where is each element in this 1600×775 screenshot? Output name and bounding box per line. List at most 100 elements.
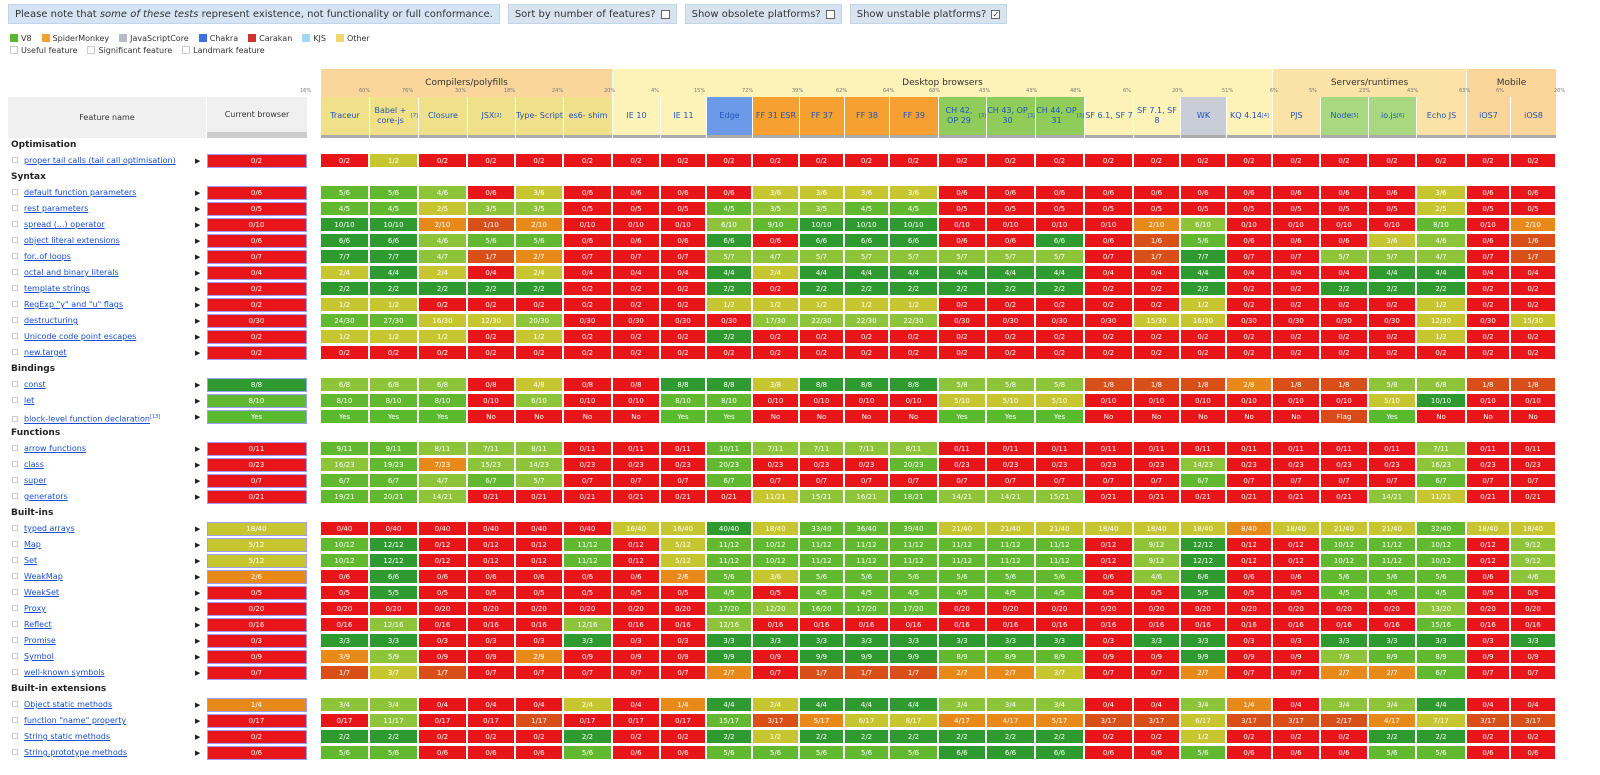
feature-link[interactable]: String.prototype methods bbox=[24, 748, 128, 757]
result-cell[interactable]: 0/4 bbox=[516, 698, 563, 712]
result-cell[interactable]: 0/2 bbox=[1085, 282, 1133, 296]
result-cell[interactable]: 0/6 bbox=[1273, 234, 1320, 248]
result-cell[interactable]: 0/7 bbox=[564, 474, 612, 488]
result-cell[interactable]: 1/2 bbox=[419, 330, 467, 344]
result-cell[interactable]: 0/2 bbox=[613, 330, 660, 344]
result-cell[interactable]: 7/23 bbox=[419, 458, 467, 472]
result-cell[interactable]: 0/6 bbox=[661, 186, 706, 200]
result-cell[interactable]: 0/5 bbox=[564, 202, 612, 216]
result-cell[interactable]: 21/40 bbox=[1036, 522, 1084, 536]
result-cell[interactable]: 0/5 bbox=[1511, 202, 1556, 216]
result-cell[interactable]: 4/8 bbox=[516, 378, 563, 392]
platform-header[interactable]: Type- Script bbox=[516, 97, 563, 138]
result-cell[interactable]: 17/20 bbox=[707, 602, 752, 616]
result-cell[interactable]: 12/12 bbox=[370, 554, 418, 568]
feature-link[interactable]: rest parameters bbox=[24, 204, 89, 213]
result-cell[interactable]: 6/6 bbox=[800, 234, 844, 248]
result-cell[interactable]: 27/30 bbox=[370, 314, 418, 328]
result-cell[interactable]: 5/6 bbox=[890, 746, 938, 760]
result-cell[interactable]: 0/16 bbox=[800, 618, 844, 632]
result-cell[interactable]: 15/30 bbox=[1134, 314, 1180, 328]
result-cell[interactable]: 9/12 bbox=[1134, 554, 1180, 568]
result-cell[interactable]: 0/20 bbox=[613, 602, 660, 616]
result-cell[interactable]: 0/11 bbox=[987, 442, 1035, 456]
feature-link[interactable]: arrow functions bbox=[24, 444, 86, 453]
expand-arrow-icon[interactable]: ▶ bbox=[195, 477, 201, 485]
result-cell[interactable]: 4/5 bbox=[321, 202, 369, 216]
result-cell[interactable]: 0/5 bbox=[564, 586, 612, 600]
result-cell[interactable]: 1/4 bbox=[1227, 698, 1272, 712]
result-cell[interactable]: 16/30 bbox=[419, 314, 467, 328]
result-cell[interactable]: 4/6 bbox=[1417, 234, 1466, 248]
result-cell[interactable]: 0/11 bbox=[661, 442, 706, 456]
result-cell[interactable]: 0/2 bbox=[516, 730, 563, 744]
result-cell[interactable]: 2/2 bbox=[845, 730, 889, 744]
result-cell[interactable]: 0/2 bbox=[1467, 282, 1510, 296]
expand-arrow-icon[interactable]: ▶ bbox=[195, 637, 201, 645]
result-cell[interactable]: 2/2 bbox=[370, 730, 418, 744]
result-cell[interactable]: 0/17 bbox=[321, 714, 369, 728]
result-cell[interactable]: No bbox=[845, 410, 889, 424]
platform-header[interactable]: Node [5] bbox=[1321, 97, 1368, 138]
result-cell[interactable]: 0/21 bbox=[516, 490, 563, 504]
result-cell[interactable]: 0/21 bbox=[661, 490, 706, 504]
result-cell[interactable]: 0/23 bbox=[1369, 458, 1416, 472]
result-cell[interactable]: 0/16 bbox=[845, 618, 889, 632]
result-cell[interactable]: 0/3 bbox=[516, 634, 563, 648]
result-cell[interactable]: 4/4 bbox=[800, 266, 844, 280]
result-cell[interactable]: 0/3 bbox=[468, 634, 515, 648]
result-cell[interactable]: 0/5 bbox=[753, 586, 799, 600]
expand-arrow-icon[interactable]: ▶ bbox=[195, 701, 201, 709]
result-cell[interactable]: 0/6 bbox=[939, 186, 986, 200]
result-cell[interactable]: 0/23 bbox=[613, 458, 660, 472]
result-cell[interactable]: 5/6 bbox=[321, 186, 369, 200]
legend-engine[interactable]: SpiderMonkey bbox=[41, 33, 109, 45]
result-cell[interactable]: 3/9 bbox=[321, 650, 369, 664]
result-cell[interactable]: 22/30 bbox=[890, 314, 938, 328]
feature-row-label[interactable]: let bbox=[8, 394, 208, 408]
result-cell[interactable]: 0/2 bbox=[1417, 346, 1466, 360]
result-cell[interactable]: 0/6 bbox=[613, 746, 660, 760]
result-cell[interactable]: 0/6 bbox=[1467, 570, 1510, 584]
result-cell[interactable]: 0/6 bbox=[564, 570, 612, 584]
result-cell[interactable]: 0/2 bbox=[1369, 298, 1416, 312]
result-cell[interactable]: 0/16 bbox=[1036, 618, 1084, 632]
feature-link[interactable]: Object static methods bbox=[24, 700, 113, 709]
result-cell[interactable]: 17/30 bbox=[753, 314, 799, 328]
result-cell[interactable]: 0/30 bbox=[1085, 314, 1133, 328]
result-cell[interactable]: 1/2 bbox=[1181, 298, 1226, 312]
result-cell[interactable]: 2/2 bbox=[1181, 282, 1226, 296]
result-cell[interactable]: 0/2 bbox=[661, 154, 706, 168]
result-cell[interactable]: 3/17 bbox=[1227, 714, 1272, 728]
result-cell[interactable]: 7/11 bbox=[468, 442, 515, 456]
result-cell[interactable]: 3/3 bbox=[890, 634, 938, 648]
result-cell[interactable]: 5/6 bbox=[1181, 746, 1226, 760]
result-cell[interactable]: 0/2 bbox=[1036, 330, 1084, 344]
result-cell[interactable]: 0/16 bbox=[1467, 618, 1510, 632]
result-cell[interactable]: 0/5 bbox=[1134, 202, 1180, 216]
result-cell[interactable]: 2/2 bbox=[987, 282, 1035, 296]
result-cell[interactable]: Yes bbox=[987, 410, 1035, 424]
result-cell[interactable]: 3/3 bbox=[370, 634, 418, 648]
result-cell[interactable]: 1/6 bbox=[1134, 234, 1180, 248]
result-cell[interactable]: 4/5 bbox=[890, 586, 938, 600]
result-cell[interactable]: 1/2 bbox=[1181, 730, 1226, 744]
result-cell[interactable]: 0/10 bbox=[468, 394, 515, 408]
result-cell[interactable]: 3/7 bbox=[1036, 666, 1084, 680]
result-cell[interactable]: 10/10 bbox=[1417, 394, 1466, 408]
result-cell[interactable]: 1/2 bbox=[753, 298, 799, 312]
result-cell[interactable]: 1/8 bbox=[1321, 378, 1368, 392]
result-cell[interactable]: 17/20 bbox=[845, 602, 889, 616]
result-cell[interactable]: 2/2 bbox=[1417, 730, 1466, 744]
result-cell[interactable]: 0/21 bbox=[1134, 490, 1180, 504]
result-cell[interactable]: 14/23 bbox=[516, 458, 563, 472]
result-cell[interactable]: 0/2 bbox=[1134, 282, 1180, 296]
expand-arrow-icon[interactable]: ▶ bbox=[195, 381, 201, 389]
result-cell[interactable]: 18/40 bbox=[1273, 522, 1320, 536]
result-cell[interactable]: 11/17 bbox=[370, 714, 418, 728]
result-cell[interactable]: 0/6 bbox=[1467, 186, 1510, 200]
result-cell[interactable]: 4/7 bbox=[419, 474, 467, 488]
result-cell[interactable]: 0/2 bbox=[1321, 154, 1368, 168]
result-cell[interactable]: 0/11 bbox=[564, 442, 612, 456]
result-cell[interactable]: 8/9 bbox=[1417, 650, 1466, 664]
